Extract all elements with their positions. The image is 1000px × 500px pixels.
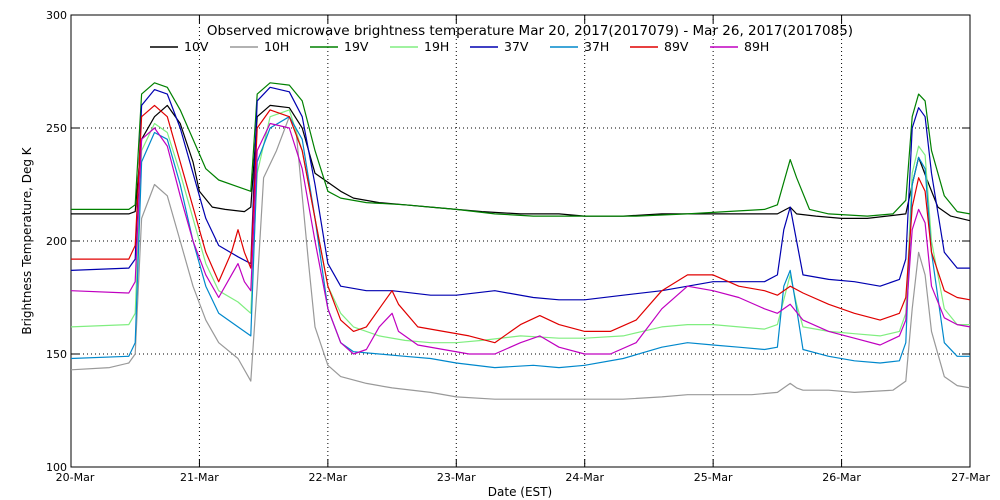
- legend-label-89v: 89V: [664, 39, 689, 54]
- legend-label-37v: 37V: [504, 39, 529, 54]
- series-line-89v: [71, 104, 971, 344]
- axes: 100 150 200 250 300 20-Mar 21-Mar 22-Mar 23-Mar 2…: [46, 9, 990, 484]
- legend-label-10h: 10H: [264, 39, 289, 54]
- x-tick-label: 27-Mar: [951, 471, 990, 484]
- legend-label-19v: 19V: [344, 39, 369, 54]
- y-tick-label: 300: [46, 9, 67, 22]
- series-line-37h: [70, 116, 970, 369]
- legend-label-37h: 37H: [584, 39, 609, 54]
- chart-title: Observed microwave brightness temperatur…: [207, 23, 853, 39]
- legend-label-89h: 89H: [744, 39, 769, 54]
- plot-area: [70, 14, 971, 468]
- series-line-37v: [70, 86, 970, 301]
- x-tick-label: 22-Mar: [308, 471, 347, 484]
- y-tick-label: 250: [46, 122, 67, 135]
- series-line-10h: [70, 116, 971, 400]
- series-line-89h: [70, 122, 971, 355]
- series-lines: [70, 82, 971, 400]
- x-tick-label: 23-Mar: [437, 471, 476, 484]
- x-tick-label: 24-Mar: [565, 471, 604, 484]
- x-tick-label: 26-Mar: [822, 471, 861, 484]
- y-axis-label: Brightness Temperature, Deg K: [20, 146, 34, 334]
- x-tick-label: 21-Mar: [180, 471, 219, 484]
- series-line-19v: [71, 82, 971, 217]
- x-axis-label: Date (EST): [488, 485, 552, 499]
- y-tick-label: 200: [46, 235, 67, 248]
- y-tick-label: 100: [46, 461, 67, 474]
- y-tick-label: 150: [46, 348, 67, 361]
- legend: 10V 10H 19V 19H 37V 37H 89V 89H: [150, 39, 769, 54]
- legend-label-10v: 10V: [184, 39, 209, 54]
- x-tick-label: 20-Mar: [56, 471, 95, 484]
- x-tick-label: 25-Mar: [694, 471, 733, 484]
- legend-label-19h: 19H: [424, 39, 449, 54]
